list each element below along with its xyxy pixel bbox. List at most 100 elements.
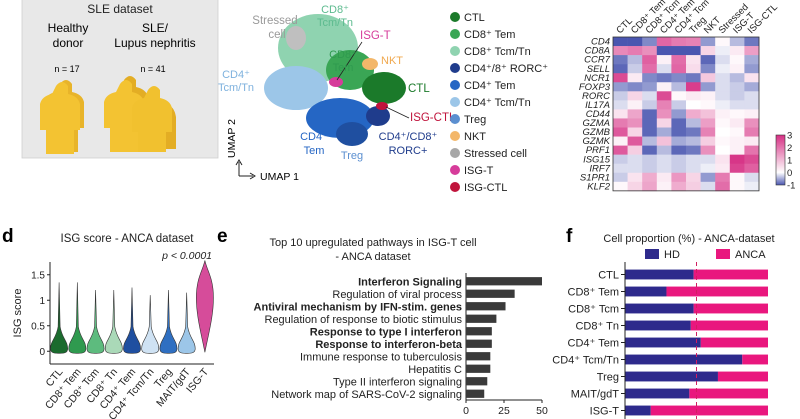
healthy-n: n = 17 bbox=[54, 64, 79, 74]
heatmap-cell bbox=[729, 46, 745, 56]
proportion-bar-segment bbox=[625, 269, 694, 280]
heatmap-cell bbox=[729, 37, 745, 47]
heatmap-cell bbox=[744, 136, 760, 146]
heatmap-cell bbox=[656, 64, 672, 74]
pathway-label: Network map of SARS-CoV-2 signaling bbox=[271, 389, 462, 401]
heatmap-cell bbox=[656, 109, 672, 119]
heatmap-cell bbox=[686, 91, 701, 101]
heatmap-cell bbox=[671, 145, 687, 155]
proportion-label: Treg bbox=[597, 372, 619, 384]
colorbar-tick-label: 1 bbox=[787, 156, 792, 167]
heatmap-cell bbox=[627, 145, 643, 155]
heatmap-cell bbox=[613, 172, 628, 183]
proportion-bar-segment bbox=[693, 269, 768, 280]
violin-shape bbox=[50, 282, 68, 354]
heatmap-cell bbox=[656, 127, 672, 137]
umap-panel: Stressed cell CD8⁺ Tcm/Tn ISG-T CD8⁺ Tem… bbox=[218, 4, 456, 183]
heatmap-cell bbox=[686, 172, 701, 183]
heatmap-cell bbox=[686, 109, 701, 119]
heatmap-cell bbox=[627, 154, 643, 164]
heatmap-cell bbox=[656, 82, 672, 92]
sle-people-icon bbox=[104, 76, 176, 152]
legend-swatch bbox=[450, 148, 460, 158]
heatmap-cell bbox=[642, 73, 658, 83]
heatmap-cell bbox=[715, 136, 731, 146]
heatmap-cell bbox=[613, 55, 628, 65]
legend-swatch bbox=[450, 165, 460, 175]
umap-cluster-treg bbox=[336, 122, 368, 146]
violin-shape bbox=[123, 287, 141, 354]
cohort-title: SLE dataset bbox=[87, 2, 153, 16]
proportion-bar-segment bbox=[625, 405, 651, 416]
pathway-x-tick-label: 25 bbox=[498, 405, 510, 417]
heatmap-gene-label: KLF2 bbox=[587, 181, 610, 192]
heatmap-cell bbox=[744, 181, 760, 192]
heatmap-cell bbox=[729, 181, 745, 192]
heatmap-cell bbox=[656, 181, 672, 192]
proportion-bar-segment bbox=[625, 286, 667, 297]
legend-swatch bbox=[450, 131, 460, 141]
heatmap-cell bbox=[613, 37, 628, 47]
violin-y-tick-label: 0.5 bbox=[31, 321, 45, 332]
violin-shape bbox=[196, 260, 214, 353]
pathway-x-tick-label: 50 bbox=[536, 405, 548, 417]
proportion-bar-segment bbox=[742, 354, 768, 365]
heatmap-cell bbox=[686, 136, 701, 146]
umap-pointer-isgctl bbox=[385, 106, 410, 119]
pathway-bar bbox=[466, 314, 497, 323]
heatmap-cell bbox=[715, 172, 731, 183]
heatmap-cell bbox=[744, 82, 760, 92]
proportion-bar-segment bbox=[666, 286, 768, 297]
umap-label-cd4tcm-2: Tcm/Tn bbox=[218, 82, 254, 94]
umap-cluster-isgctl bbox=[376, 102, 388, 110]
heatmap-cell bbox=[642, 109, 658, 119]
umap-label-rorc-1: CD4⁺/CD8⁺ bbox=[379, 131, 438, 143]
heatmap-cell bbox=[686, 118, 701, 128]
sle-label-line2: Lupus nephritis bbox=[114, 36, 195, 50]
pathway-label: Type II interferon signaling bbox=[333, 376, 462, 388]
proportion-label: ISG-T bbox=[590, 406, 620, 418]
heatmap-cell bbox=[715, 37, 731, 47]
pathway-bar-chart: Top 10 upregulated pathways in ISG-T cel… bbox=[254, 237, 548, 417]
heatmap-cell bbox=[715, 163, 731, 174]
heatmap-gene-label: CD44 bbox=[586, 109, 610, 120]
proportion-label: CD8⁺ Tcm bbox=[568, 304, 619, 316]
violin-title: ISG score - ANCA dataset bbox=[61, 233, 195, 245]
pathway-bar bbox=[466, 302, 506, 311]
heatmap-cell bbox=[613, 46, 628, 56]
heatmap-cell bbox=[700, 91, 716, 101]
pathway-label: Immune response to tuberculosis bbox=[300, 351, 463, 363]
heatmap-cell bbox=[671, 46, 687, 56]
heatmap-cell bbox=[686, 73, 701, 83]
heatmap-cell bbox=[627, 82, 643, 92]
heatmap-cell bbox=[729, 91, 745, 101]
heatmap-cell bbox=[671, 82, 687, 92]
pathway-title-line2: - ANCA dataset bbox=[335, 251, 410, 263]
heatmap-cell bbox=[613, 118, 628, 128]
heatmap-cell bbox=[686, 145, 701, 155]
heatmap-cell bbox=[744, 145, 760, 155]
proportion-label: CD8⁺ Tn bbox=[575, 321, 619, 333]
heatmap-cell bbox=[700, 109, 716, 119]
heatmap-cell bbox=[627, 91, 643, 101]
heatmap-cell bbox=[715, 82, 731, 92]
legend-swatch bbox=[450, 63, 460, 73]
heatmap-cell bbox=[729, 55, 745, 65]
heatmap-cell bbox=[700, 82, 716, 92]
pathway-bar bbox=[466, 389, 485, 398]
heatmap-cell bbox=[744, 127, 760, 137]
pathway-bar bbox=[466, 339, 492, 348]
heatmap-cell bbox=[656, 91, 672, 101]
heatmap-cell bbox=[744, 64, 760, 74]
heatmap-cell bbox=[613, 163, 628, 174]
cohort-panel: SLE dataset Healthy donor SLE/ Lupus nep… bbox=[21, 0, 219, 159]
violin-shape bbox=[104, 290, 123, 354]
cell-type-legend: CTL CD8⁺ Tem CD8⁺ Tcm/Tn CD4⁺/8⁺ RORC⁺ CD4⁺ … bbox=[450, 12, 548, 194]
legend-label: ISG-CTL bbox=[464, 182, 507, 194]
heatmap-cell bbox=[613, 91, 628, 101]
violin-shape bbox=[68, 282, 87, 354]
heatmap-colorbar bbox=[775, 134, 786, 186]
legend-swatch bbox=[450, 12, 460, 22]
umap-label-isgt: ISG-T bbox=[360, 30, 391, 42]
